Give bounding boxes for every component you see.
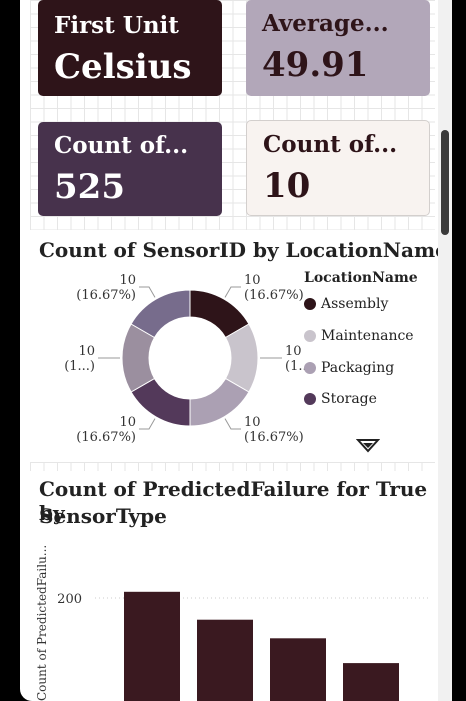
legend-label: Maintenance [321,328,414,344]
donut-count-label: 10 [119,415,136,430]
legend-label: Packaging [321,360,395,376]
bar-chart-title-line1: Count of PredictedFailure for True by [39,477,428,525]
card-first-unit[interactable]: First Unit Celsius [38,0,222,96]
leader-line [224,286,241,298]
card-count-1[interactable]: Count of... 525 [38,122,222,216]
scrollbar-thumb[interactable] [441,130,449,235]
legend-dot [304,362,316,374]
bar-chart-title-line2: SensorType [39,504,167,528]
donut-percent-label: (1...) [64,359,95,374]
y-tick-label: 200 [57,592,82,607]
grid-separator [30,462,435,471]
bar[interactable] [343,663,399,701]
card-label: Average... [262,10,389,37]
legend-label: Assembly [321,296,389,312]
donut-chart[interactable]: 10(16.67%)10(1...)10(16.67%)10(16.67%)10… [20,265,310,460]
legend-title: LocationName [304,270,418,286]
card-value: 525 [54,167,125,207]
legend-item-assembly[interactable]: Assembly [304,296,388,312]
legend-label: Storage [321,391,377,407]
donut-percent-label: (16.67%) [76,288,136,303]
legend-item-packaging[interactable]: Packaging [304,360,394,376]
legend-dot [304,393,316,405]
legend-item-storage[interactable]: Storage [304,391,377,407]
card-average[interactable]: Average... 49.91 [246,0,430,96]
card-label: Count of... [263,131,398,158]
leader-line [139,418,156,430]
leader-line [139,286,156,298]
card-count-2[interactable]: Count of... 10 [246,120,430,216]
donut-chart-title: Count of SensorID by LocationName [39,238,448,262]
donut-count-label: 10 [78,344,95,359]
donut-count-label: 10 [285,344,302,359]
card-value: 10 [263,166,311,206]
donut-percent-label: (16.67%) [244,288,304,303]
donut-count-label: 10 [244,415,261,430]
report-panel: First Unit Celsius Average... 49.91 Coun… [20,0,452,701]
y-axis-label: Count of PredictedFailu... [35,545,49,701]
card-value: Celsius [54,47,192,87]
card-label: First Unit [54,12,179,39]
donut-count-label: 10 [244,273,261,288]
legend-item-maintenance[interactable]: Maintenance [304,328,414,344]
donut-percent-label: (16.67%) [244,430,304,445]
donut-percent-label: (1...) [285,359,310,374]
legend-dot [304,330,316,342]
donut-slice[interactable] [130,289,191,339]
bar-chart[interactable]: 200 Count of PredictedFailu... [20,535,452,701]
card-label: Count of... [54,132,189,159]
card-value: 49.91 [262,45,369,85]
legend-dot [304,298,316,310]
bar[interactable] [197,619,253,701]
donut-count-label: 10 [119,273,136,288]
scrollbar-track[interactable] [438,0,452,701]
leader-line [224,418,241,430]
legend-scroll-down-icon[interactable] [356,438,380,454]
donut-percent-label: (16.67%) [76,430,136,445]
bar[interactable] [124,591,180,701]
bar[interactable] [270,638,326,701]
